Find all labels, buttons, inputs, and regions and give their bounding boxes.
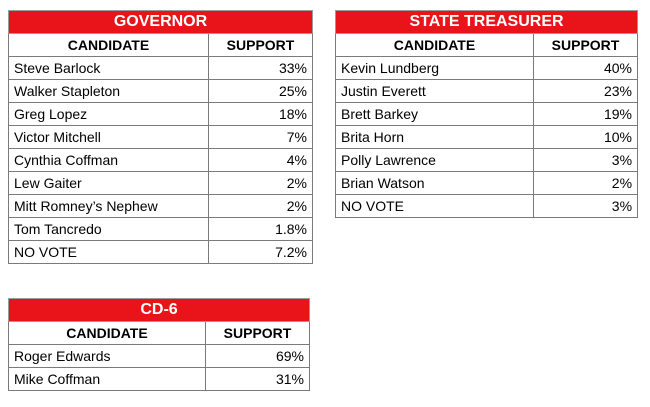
candidate-name: Kevin Lundberg [335, 56, 534, 80]
governor-candidate-header: CANDIDATE [8, 33, 209, 57]
candidate-name: Mitt Romney’s Nephew [8, 194, 209, 218]
candidate-name: Lew Gaiter [8, 171, 209, 195]
treasurer-candidate-header: CANDIDATE [335, 33, 534, 57]
support-value: 7% [208, 125, 313, 149]
cd6-poll-table: CD-6 CANDIDATE SUPPORT Roger Edwards 69% … [8, 298, 310, 391]
candidate-name: Justin Everett [335, 79, 534, 103]
support-value: 19% [532, 102, 639, 126]
governor-support-header: SUPPORT [208, 33, 313, 57]
table-row: Tom Tancredo 1.8% [8, 217, 313, 241]
governor-table-body: Steve Barlock 33% Walker Stapleton 25% Gre… [8, 56, 313, 264]
candidate-name: Brett Barkey [335, 102, 534, 126]
table-row: Cynthia Coffman 4% [8, 148, 313, 172]
support-value: 31% [205, 367, 310, 391]
table-row: Polly Lawrence 3% [335, 148, 639, 172]
table-row: NO VOTE 7.2% [8, 240, 313, 264]
cd6-support-header: SUPPORT [205, 321, 310, 345]
table-row: Victor Mitchell 7% [8, 125, 313, 149]
treasurer-support-header: SUPPORT [532, 33, 639, 57]
treasurer-table-title: STATE TREASURER [334, 10, 639, 34]
cd6-table-body: Roger Edwards 69% Mike Coffman 31% [8, 344, 310, 391]
candidate-name: NO VOTE [335, 194, 534, 218]
table-row: Lew Gaiter 2% [8, 171, 313, 195]
table-row: Walker Stapleton 25% [8, 79, 313, 103]
candidate-name: Steve Barlock [8, 56, 209, 80]
candidate-name: Roger Edwards [8, 344, 206, 368]
treasurer-table-body: Kevin Lundberg 40% Justin Everett 23% Bret… [335, 56, 639, 218]
support-value: 10% [532, 125, 639, 149]
support-value: 18% [208, 102, 313, 126]
candidate-name: Brian Watson [335, 171, 534, 195]
support-value: 7.2% [208, 240, 313, 264]
table-row: Justin Everett 23% [335, 79, 639, 103]
candidate-name: Tom Tancredo [8, 217, 209, 241]
candidate-name: Brita Horn [335, 125, 534, 149]
cd6-candidate-header: CANDIDATE [8, 321, 206, 345]
governor-poll-table: GOVERNOR CANDIDATE SUPPORT Steve Barlock… [8, 10, 313, 264]
candidate-name: Victor Mitchell [8, 125, 209, 149]
support-value: 40% [532, 56, 639, 80]
table-row: Brett Barkey 19% [335, 102, 639, 126]
table-row: Brita Horn 10% [335, 125, 639, 149]
support-value: 69% [205, 344, 310, 368]
candidate-name: Mike Coffman [8, 367, 206, 391]
support-value: 3% [532, 148, 639, 172]
support-value: 4% [208, 148, 313, 172]
candidate-name: Cynthia Coffman [8, 148, 209, 172]
support-value: 3% [532, 194, 639, 218]
treasurer-poll-table: STATE TREASURER CANDIDATE SUPPORT Kevin … [334, 10, 639, 218]
table-row: Mike Coffman 31% [8, 367, 310, 391]
governor-table-title: GOVERNOR [8, 10, 313, 34]
candidate-name: NO VOTE [8, 240, 209, 264]
table-row: Roger Edwards 69% [8, 344, 310, 368]
table-row: Mitt Romney’s Nephew 2% [8, 194, 313, 218]
support-value: 2% [208, 171, 313, 195]
table-row: Brian Watson 2% [335, 171, 639, 195]
support-value: 33% [208, 56, 313, 80]
table-row: NO VOTE 3% [335, 194, 639, 218]
table-row: Greg Lopez 18% [8, 102, 313, 126]
table-row: Steve Barlock 33% [8, 56, 313, 80]
candidate-name: Polly Lawrence [335, 148, 534, 172]
support-value: 23% [532, 79, 639, 103]
support-value: 1.8% [208, 217, 313, 241]
table-row: Kevin Lundberg 40% [335, 56, 639, 80]
candidate-name: Greg Lopez [8, 102, 209, 126]
candidate-name: Walker Stapleton [8, 79, 209, 103]
support-value: 25% [208, 79, 313, 103]
cd6-table-title: CD-6 [8, 298, 310, 322]
support-value: 2% [532, 171, 639, 195]
support-value: 2% [208, 194, 313, 218]
